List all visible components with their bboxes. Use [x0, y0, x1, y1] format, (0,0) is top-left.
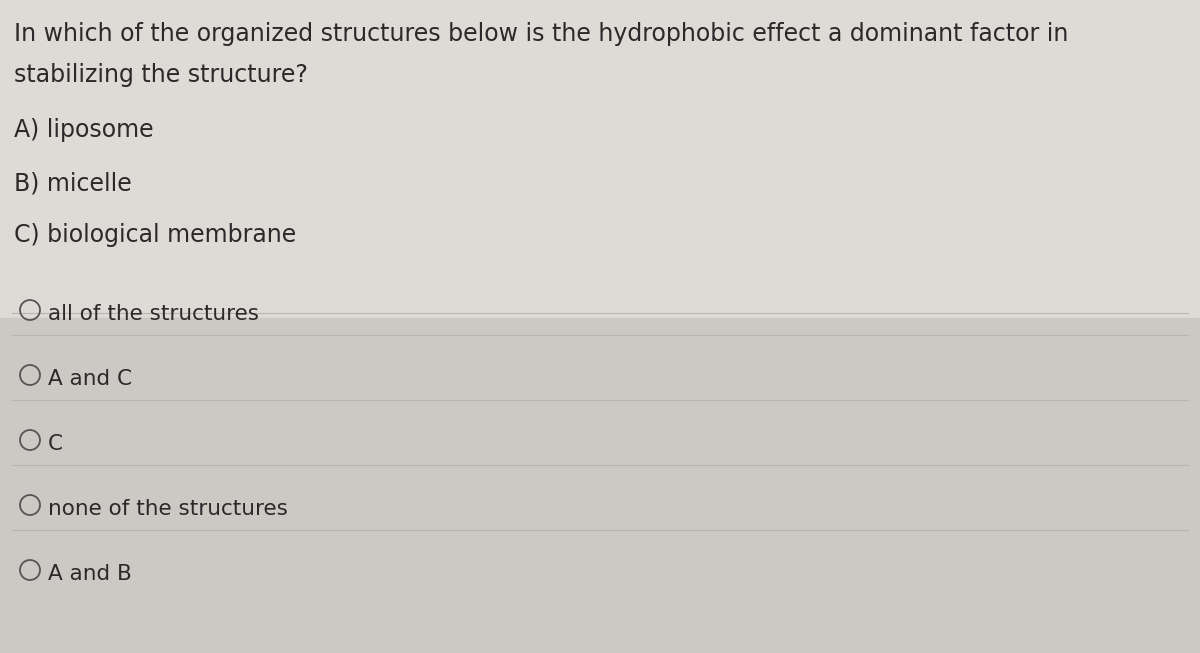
- Text: B) micelle: B) micelle: [14, 171, 132, 195]
- Text: A and C: A and C: [48, 369, 132, 389]
- Text: all of the structures: all of the structures: [48, 304, 259, 324]
- Text: none of the structures: none of the structures: [48, 499, 288, 519]
- Text: C) biological membrane: C) biological membrane: [14, 223, 296, 247]
- Text: stabilizing the structure?: stabilizing the structure?: [14, 63, 308, 87]
- Text: A and B: A and B: [48, 564, 132, 584]
- Text: In which of the organized structures below is the hydrophobic effect a dominant : In which of the organized structures bel…: [14, 22, 1068, 46]
- Text: C: C: [48, 434, 64, 454]
- Text: A) liposome: A) liposome: [14, 118, 154, 142]
